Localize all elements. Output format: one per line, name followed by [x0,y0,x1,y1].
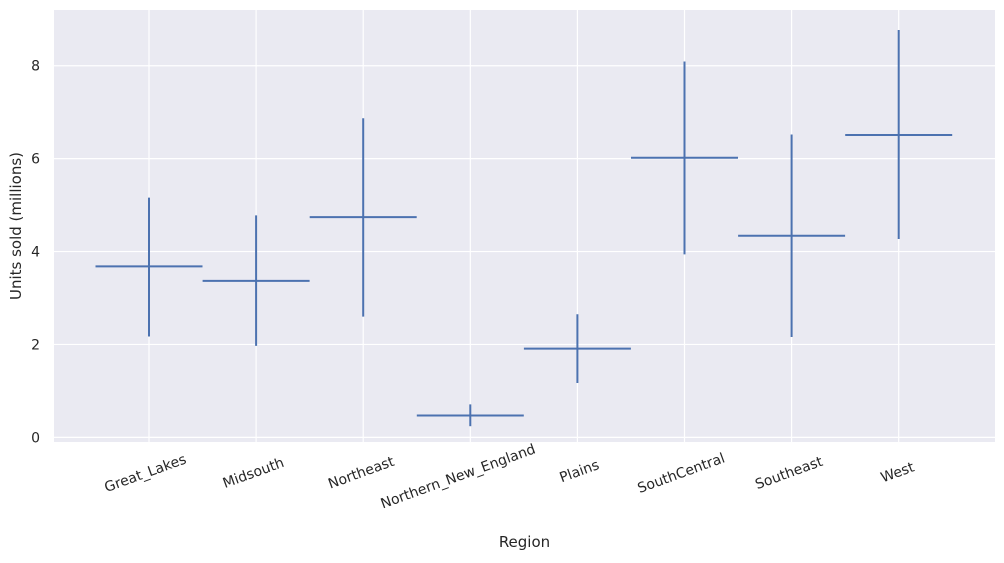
x-tick-label: Southeast [753,454,825,493]
y-tick-label: 8 [31,59,40,75]
x-axis-ticks: Great_Lakes Midsouth NortheastNorthern_New… [102,441,917,512]
plot-area [54,10,995,442]
x-tick-label: West [879,459,917,486]
y-tick-label: 0 [31,430,40,446]
x-tick-label: Midsouth [221,455,287,492]
error-bar-west [845,29,953,240]
error-bar-midsouth [202,215,310,346]
y-tick-label: 2 [31,337,40,353]
y-axis-label: Units sold (millions) [7,152,25,300]
error-bar-plains [523,314,631,384]
x-tick-label: Northeast [326,454,397,493]
error-bar-southeast [738,134,846,338]
x-tick-label: SouthCentral [636,450,728,496]
x-tick-label: Northern_New_England [379,441,538,512]
error-bar-northeast [309,118,417,317]
x-tick-label: Great_Lakes [102,452,188,496]
y-tick-label: 6 [31,152,40,168]
x-tick-label: Plains [558,457,602,486]
error-bar-great-lakes [95,197,203,337]
x-axis-label: Region [499,533,550,551]
error-bars [95,29,953,427]
y-axis-ticks: 0 2 4 6 8 [31,59,40,447]
y-tick-label: 4 [31,245,40,261]
error-bar-southcentral [631,61,738,255]
error-bar-northern-new-england [416,404,524,427]
